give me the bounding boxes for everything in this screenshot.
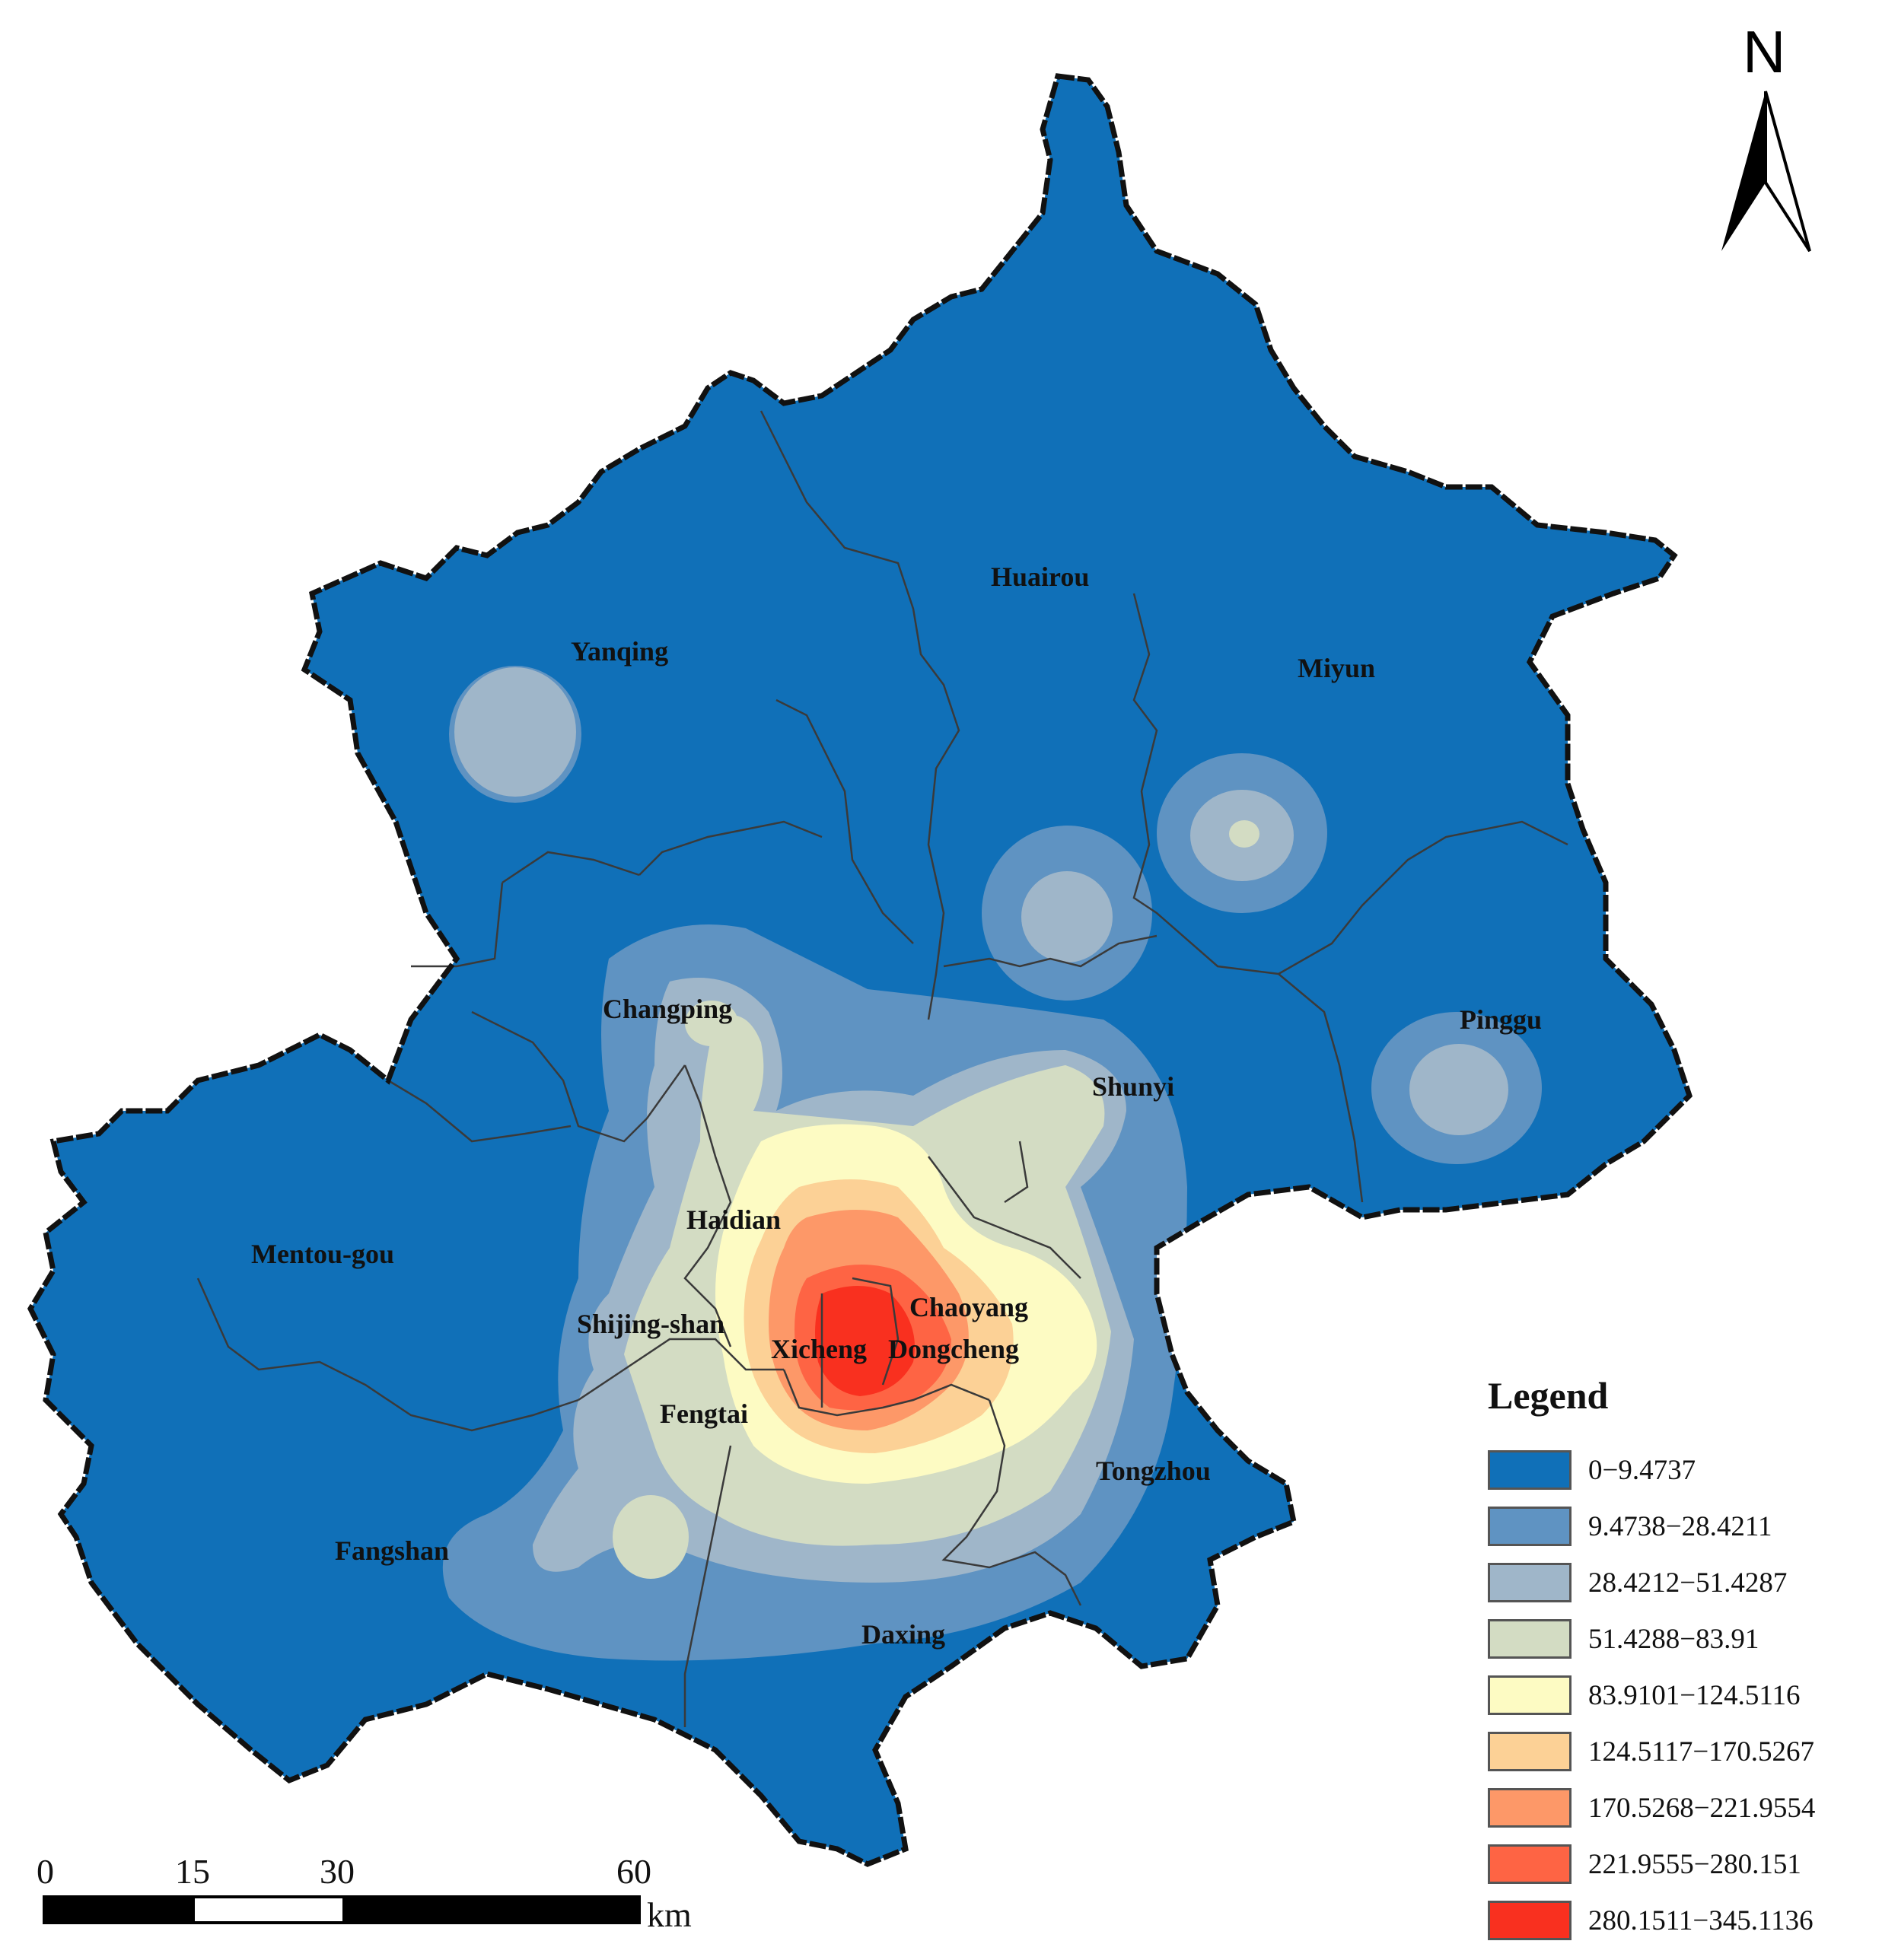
scale-tick-60: 60 [616,1852,651,1891]
label-chaoyang: Chaoyang [909,1292,1028,1322]
scale-bar: 0 15 30 60 km [37,1852,692,1934]
legend-swatch [1488,1619,1572,1659]
scale-tick-15: 15 [175,1852,210,1891]
scale-tick-30: 30 [320,1852,355,1891]
district-labels: Huairou Yanqing Miyun Changping Pinggu S… [251,562,1542,1650]
legend-label: 280.1511−345.1136 [1588,1904,1814,1936]
legend-item: 28.4212−51.4287 [1488,1554,1815,1611]
legend-title: Legend [1488,1374,1609,1417]
north-arrow: N [1721,18,1811,253]
legend-label: 170.5268−221.9554 [1588,1792,1816,1824]
scale-unit: km [647,1895,692,1934]
label-pinggu: Pinggu [1460,1004,1542,1035]
label-fengtai: Fengtai [660,1398,748,1429]
legend-swatch [1488,1675,1572,1715]
legend: 0−9.4737 9.4738−28.4211 28.4212−51.4287 … [1488,1442,1815,1949]
scale-segment-3 [342,1897,639,1923]
scale-tick-0: 0 [37,1852,54,1891]
legend-swatch [1488,1450,1572,1490]
north-label: N [1743,18,1785,85]
legend-swatch [1488,1507,1572,1546]
legend-label: 28.4212−51.4287 [1588,1567,1788,1599]
label-daxing: Daxing [861,1619,945,1650]
legend-item: 9.4738−28.4211 [1488,1498,1815,1554]
legend-item: 124.5117−170.5267 [1488,1723,1815,1780]
legend-item: 51.4288−83.91 [1488,1611,1815,1667]
legend-item: 280.1511−345.1136 [1488,1892,1815,1949]
density-class-8 [815,1286,915,1396]
scale-segment-1 [44,1897,195,1923]
legend-label: 221.9555−280.151 [1588,1848,1801,1880]
legend-item: 83.9101−124.5116 [1488,1667,1815,1723]
label-shijingshan: Shijing-shan [577,1309,724,1339]
legend-label: 9.4738−28.4211 [1588,1510,1772,1542]
district-boundaries [196,410,1568,1727]
north-arrow-icon [1721,91,1766,251]
label-xicheng: Xicheng [771,1334,867,1364]
legend-item: 170.5268−221.9554 [1488,1780,1815,1836]
legend-swatch [1488,1563,1572,1602]
label-fangshan: Fangshan [335,1535,449,1566]
legend-label: 0−9.4737 [1588,1454,1696,1486]
label-mentougou: Mentou-gou [251,1239,394,1269]
label-yanqing: Yanqing [571,636,668,667]
label-haidian: Haidian [686,1204,781,1235]
legend-label: 83.9101−124.5116 [1588,1679,1801,1711]
legend-item: 221.9555−280.151 [1488,1836,1815,1892]
label-huairou: Huairou [991,562,1089,592]
legend-swatch [1488,1844,1572,1884]
legend-swatch [1488,1901,1572,1940]
legend-swatch [1488,1788,1572,1828]
label-miyun: Miyun [1298,653,1375,683]
legend-swatch [1488,1732,1572,1771]
label-tongzhou: Tongzhou [1096,1456,1211,1486]
label-changping: Changping [603,994,732,1024]
legend-item: 0−9.4737 [1488,1442,1815,1498]
label-dongcheng: Dongcheng [888,1334,1019,1364]
legend-label: 124.5117−170.5267 [1588,1736,1814,1768]
label-shunyi: Shunyi [1092,1071,1174,1102]
legend-label: 51.4288−83.91 [1588,1623,1759,1655]
